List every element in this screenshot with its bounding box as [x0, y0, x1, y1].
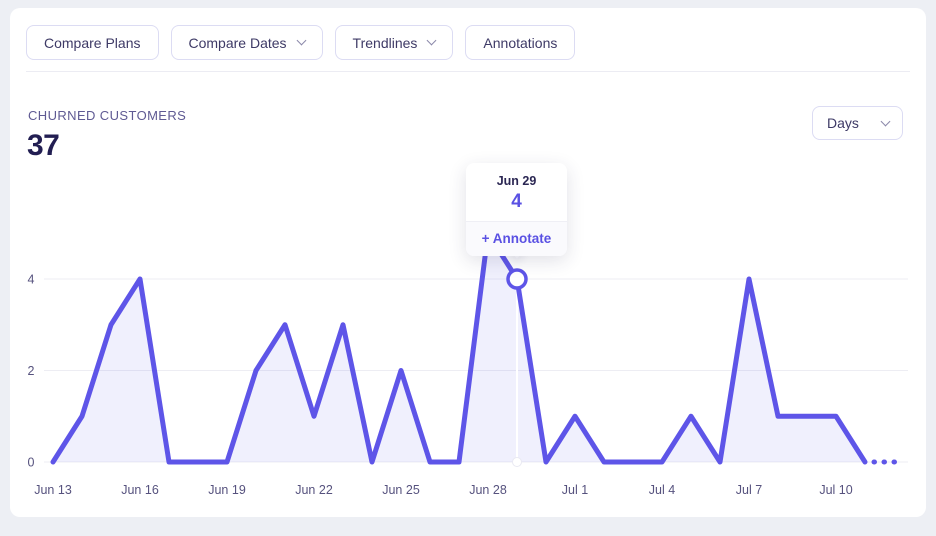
toolbar: Compare Plans Compare Dates Trendlines A…: [26, 25, 576, 60]
compare-dates-label: Compare Dates: [188, 34, 287, 51]
highlight-marker[interactable]: [506, 268, 528, 290]
annotations-label: Annotations: [483, 34, 558, 51]
chart-card: Compare Plans Compare Dates Trendlines A…: [10, 8, 926, 517]
compare-plans-label: Compare Plans: [44, 34, 141, 51]
x-axis-tick-label: Jun 19: [208, 483, 246, 497]
compare-dates-button[interactable]: Compare Dates: [170, 25, 323, 60]
toolbar-divider: [26, 71, 910, 72]
y-axis-tick-label: 0: [28, 456, 35, 470]
x-axis-tick-label: Jun 28: [469, 483, 507, 497]
x-axis-tick-label: Jun 16: [121, 483, 159, 497]
x-axis-tick-label: Jul 1: [562, 483, 588, 497]
x-axis-tick-label: Jun 22: [295, 483, 333, 497]
y-axis-tick-label: 4: [28, 273, 35, 287]
trendlines-button[interactable]: Trendlines: [334, 25, 454, 60]
chart-tooltip: Jun 29 4 + Annotate: [466, 163, 567, 256]
interval-select[interactable]: Days: [812, 106, 903, 140]
x-axis-tick-label: Jul 4: [649, 483, 675, 497]
x-axis-tick-label: Jul 10: [819, 483, 852, 497]
trendlines-label: Trendlines: [352, 34, 418, 51]
churned-customers-chart[interactable]: 0 2 4 Jun 13 Jun 16 Jun 19 Jun 22 Jun 25 Jun 28 J…: [10, 8, 926, 517]
metric-label: CHURNED CUSTOMERS: [28, 108, 187, 123]
annotate-button[interactable]: + Annotate: [466, 221, 567, 256]
x-axis-tick-label: Jun 13: [34, 483, 72, 497]
annotations-button[interactable]: Annotations: [465, 25, 576, 60]
interval-select-value: Days: [827, 115, 859, 131]
metric-value: 37: [27, 129, 60, 162]
x-axis-tick-label: Jun 25: [382, 483, 420, 497]
compare-plans-button[interactable]: Compare Plans: [26, 25, 159, 60]
series-line: [50, 230, 868, 465]
highlight-base-dot: [512, 457, 522, 467]
tooltip-date: Jun 29: [496, 174, 537, 188]
x-axis-tick-label: Jul 7: [736, 483, 762, 497]
y-axis-tick-label: 2: [28, 364, 35, 378]
area-fill: [53, 233, 865, 462]
tooltip-value: 4: [511, 191, 522, 212]
